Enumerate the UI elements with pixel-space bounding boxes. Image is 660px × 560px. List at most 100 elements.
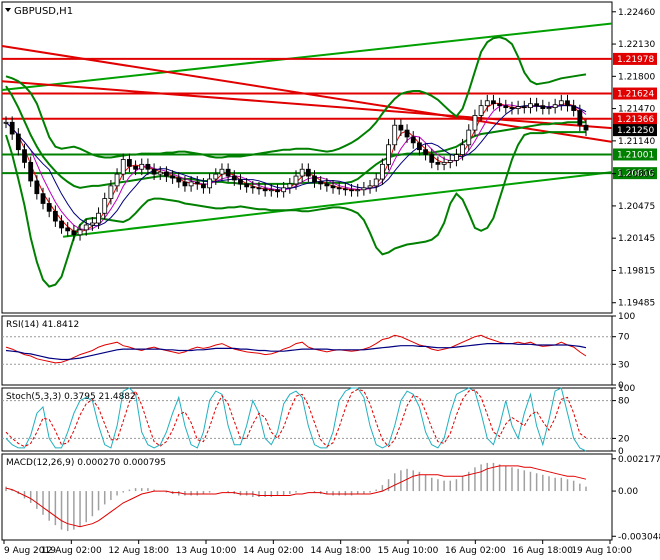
macd-axis-tick-label: 0.00 — [618, 487, 638, 497]
candle-body — [447, 160, 453, 163]
candle-body — [355, 189, 361, 192]
level-label: 1.21366 — [617, 115, 654, 125]
price-axis-tick-label: 1.20145 — [618, 234, 655, 244]
rsi-axis-tick-label: 70 — [618, 333, 630, 343]
candle-body — [225, 168, 231, 177]
candle-body — [71, 230, 77, 236]
time-tick-label: 12 Aug 18:00 — [108, 546, 169, 556]
candle-body — [417, 142, 422, 151]
candle-body — [404, 129, 410, 138]
candle-body — [244, 183, 250, 188]
candle-body — [238, 179, 243, 185]
candle-body — [34, 180, 40, 195]
candle-body — [188, 181, 194, 187]
candle-body — [281, 187, 287, 193]
candle-body — [349, 189, 354, 192]
price-axis-tick-label: 1.22460 — [618, 8, 655, 18]
rsi-axis-tick-label: 0 — [618, 381, 624, 391]
price-axis-tick-label: 1.19815 — [618, 266, 655, 276]
candle-body — [15, 133, 21, 151]
candle-body — [540, 105, 546, 110]
stoch-axis-tick-label: 20 — [618, 434, 630, 444]
level-tag — [613, 112, 657, 125]
time-tick-label: 12 Aug 02:00 — [41, 546, 102, 556]
candle-body — [497, 103, 503, 107]
macd-panel-frame — [1, 453, 613, 541]
candle-body — [262, 188, 268, 192]
stoch-axis-tick-label: 0 — [618, 447, 624, 457]
price-axis-tick-label: 1.20805 — [618, 170, 655, 180]
candle-body — [108, 185, 114, 199]
candle-body — [9, 121, 15, 135]
candle-body — [275, 189, 280, 193]
candle-body — [546, 107, 552, 110]
chart-title: GBPUSD,H1 — [14, 6, 73, 17]
candle-body — [250, 186, 256, 189]
candle-body — [22, 149, 27, 163]
candle-body — [65, 227, 71, 232]
candle-body — [59, 220, 64, 229]
bollinger-upper-line — [5, 36, 587, 159]
candle-body — [3, 121, 9, 124]
candle-body — [571, 105, 577, 111]
candle-body — [182, 181, 188, 187]
price-axis-tick-label: 1.22130 — [618, 40, 655, 50]
stochastic-panel: Stoch(5,3,3) 0.3795 21.4882 100 80 20 0 — [1, 384, 635, 457]
macd-panel: MACD(12,26,9) 0.000270 0.000795 0.002177 0… — [1, 453, 660, 542]
time-tick-label: 13 Aug 10:00 — [176, 546, 237, 556]
time-tick-label: 16 Aug 18:00 — [512, 546, 573, 556]
level-label: 1.20810 — [617, 169, 654, 179]
stoch-title: Stoch(5,3,3) 0.3795 21.4882 — [6, 392, 136, 402]
candle-body — [379, 163, 385, 180]
candle-body — [386, 144, 391, 165]
candle-body — [410, 136, 416, 144]
candle-body — [534, 103, 540, 107]
candle-body — [201, 183, 206, 189]
candle-body — [373, 178, 379, 187]
level-tag — [613, 148, 657, 161]
candle-body — [139, 163, 145, 170]
candle-body — [565, 100, 570, 107]
candle-body — [133, 165, 138, 170]
candle-body — [170, 175, 175, 179]
rsi-title: RSI(14) 41.8412 — [6, 320, 79, 330]
candle-body — [552, 104, 558, 109]
candle-body — [52, 210, 58, 222]
candle-body — [558, 100, 564, 106]
candle-body — [478, 105, 484, 116]
candle-body — [219, 168, 225, 175]
candle-body — [256, 187, 262, 190]
candle-body — [429, 154, 435, 163]
macd-title: MACD(12,26,9) 0.000270 0.000795 — [6, 458, 166, 468]
candle-body — [145, 163, 151, 170]
candle-body — [299, 168, 305, 177]
candle-body — [102, 198, 108, 214]
level-label: 1.21001 — [617, 150, 654, 160]
candle-body — [528, 103, 533, 109]
candle-body — [89, 222, 95, 226]
candle-body — [293, 175, 299, 185]
candle-body — [460, 144, 465, 155]
support-trend-line — [1, 22, 613, 92]
candle-body — [231, 175, 237, 181]
rsi-signal-line — [5, 343, 587, 361]
candle-body — [435, 161, 441, 165]
bollinger-lower-line — [5, 131, 586, 288]
candle-body — [577, 110, 583, 126]
price-panel: 1.21978 1.21624 1.21366 1.21001 1.20810 GBPUS… — [1, 1, 657, 314]
macd-signal-line — [5, 465, 587, 528]
candle-body — [515, 106, 521, 110]
candle-body — [361, 187, 367, 191]
rsi-axis-tick-label: 100 — [618, 312, 635, 322]
candle-body — [127, 159, 132, 167]
stoch-k-line — [5, 387, 587, 452]
candle-body — [491, 100, 496, 105]
price-axis-tick-label: 1.21470 — [618, 105, 655, 115]
rsi-panel-frame — [1, 315, 613, 386]
candle-body — [207, 178, 213, 189]
stochastic-panel-frame — [1, 387, 613, 452]
candle-body — [77, 229, 83, 236]
dropdown-triangle-icon — [5, 8, 11, 12]
